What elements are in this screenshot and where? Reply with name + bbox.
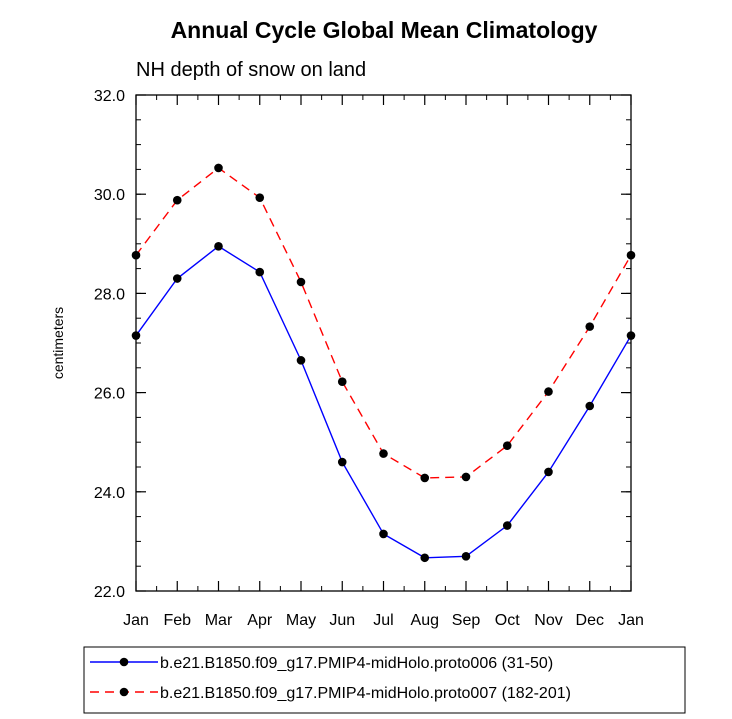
- data-point: [461, 472, 471, 482]
- data-point: [131, 250, 141, 260]
- x-tick-label: Oct: [495, 612, 520, 629]
- data-point: [379, 449, 388, 458]
- data-point: [626, 331, 636, 340]
- y-tick-label: 26.0: [94, 386, 125, 403]
- data-point: [255, 267, 265, 277]
- data-point: [337, 457, 347, 467]
- data-point: [296, 277, 306, 287]
- x-tick-label: Jan: [618, 612, 644, 629]
- y-tick-label: 22.0: [94, 584, 125, 601]
- data-point: [626, 250, 636, 260]
- x-tick-label: Jul: [373, 612, 393, 629]
- legend: b.e21.B1850.f09_g17.PMIP4-midHolo.proto0…: [83, 646, 686, 714]
- x-tick-label: Feb: [163, 612, 191, 629]
- x-tick-label: Dec: [576, 612, 604, 629]
- legend-label: b.e21.B1850.f09_g17.PMIP4-midHolo.proto0…: [160, 685, 571, 702]
- data-point: [172, 274, 182, 283]
- legend-label: b.e21.B1850.f09_g17.PMIP4-midHolo.proto0…: [160, 655, 553, 672]
- data-point: [420, 473, 430, 483]
- data-point: [131, 331, 141, 340]
- data-point: [214, 241, 223, 251]
- data-point: [544, 467, 553, 477]
- x-tick-label: Apr: [247, 612, 273, 629]
- data-point: [379, 529, 388, 539]
- series-group: [131, 163, 636, 563]
- data-point: [420, 553, 430, 563]
- y-tick-label: 24.0: [94, 485, 125, 502]
- chart-subtitle: NH depth of snow on land: [136, 59, 366, 81]
- x-tick-label: Jan: [123, 612, 149, 629]
- x-tick-label: Aug: [411, 612, 439, 629]
- data-point: [461, 551, 471, 561]
- legend-marker: [119, 657, 129, 667]
- data-point: [502, 441, 512, 450]
- x-tick-label: Sep: [452, 612, 481, 629]
- data-point: [296, 356, 306, 365]
- y-tick-label: 30.0: [94, 187, 125, 204]
- legend-box: [83, 646, 686, 714]
- data-point: [585, 401, 595, 411]
- data-point: [502, 521, 512, 530]
- y-tick-label: 32.0: [94, 88, 125, 105]
- y-tick-label: 28.0: [94, 286, 125, 303]
- data-point: [214, 163, 223, 173]
- plot-frame: [135, 94, 632, 592]
- axis-ticks: [135, 94, 632, 592]
- legend-items: b.e21.B1850.f09_g17.PMIP4-midHolo.proto0…: [90, 655, 571, 702]
- x-tick-label: Mar: [205, 612, 233, 629]
- x-tick-labels: Jan Feb Mar Apr May Jun Jul Aug Sep Oct Nov Dec Jan: [123, 612, 644, 629]
- x-tick-label: May: [286, 612, 316, 629]
- data-point: [544, 387, 553, 396]
- series-line-2: [135, 167, 632, 479]
- series-line-1: [135, 245, 632, 559]
- y-axis-label: centimeters: [50, 307, 66, 379]
- x-tick-label: Jun: [329, 612, 355, 629]
- data-point: [255, 193, 265, 202]
- data-point: [337, 377, 347, 386]
- chart-title: Annual Cycle Global Mean Climatology: [171, 17, 598, 43]
- y-tick-labels: 22.0 24.0 26.0 28.0 30.0 32.0: [94, 88, 125, 601]
- x-tick-label: Nov: [534, 612, 562, 629]
- legend-marker: [119, 687, 129, 697]
- data-point: [172, 195, 182, 205]
- data-point: [585, 322, 595, 331]
